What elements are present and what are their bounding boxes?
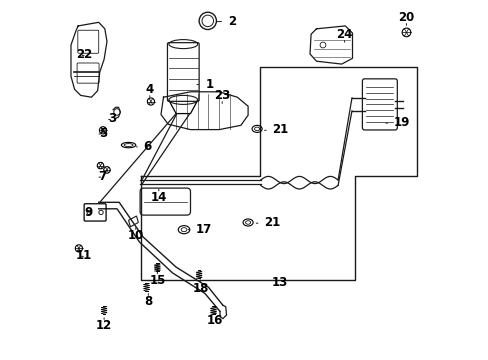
Text: 9: 9 (84, 206, 92, 219)
Text: 17: 17 (196, 223, 212, 236)
Text: 21: 21 (264, 216, 280, 229)
Text: 21: 21 (272, 123, 288, 136)
Text: 14: 14 (150, 191, 167, 204)
Text: 22: 22 (76, 48, 92, 61)
Text: 8: 8 (144, 295, 152, 308)
Text: 11: 11 (75, 249, 91, 262)
Text: 24: 24 (336, 28, 352, 41)
Text: 1: 1 (205, 78, 214, 91)
Text: 10: 10 (127, 229, 143, 242)
Text: 12: 12 (96, 319, 112, 332)
Text: 15: 15 (149, 274, 165, 287)
Text: 5: 5 (99, 127, 107, 140)
Text: 6: 6 (142, 140, 151, 153)
Text: 20: 20 (398, 11, 414, 24)
Text: 18: 18 (192, 282, 208, 294)
Text: 4: 4 (145, 83, 154, 96)
Text: 3: 3 (108, 112, 116, 125)
Text: 19: 19 (393, 116, 409, 129)
Text: 13: 13 (271, 276, 287, 289)
Text: 16: 16 (206, 314, 223, 327)
Text: 7: 7 (99, 170, 106, 183)
Text: 23: 23 (214, 89, 230, 102)
Text: 2: 2 (228, 15, 236, 28)
